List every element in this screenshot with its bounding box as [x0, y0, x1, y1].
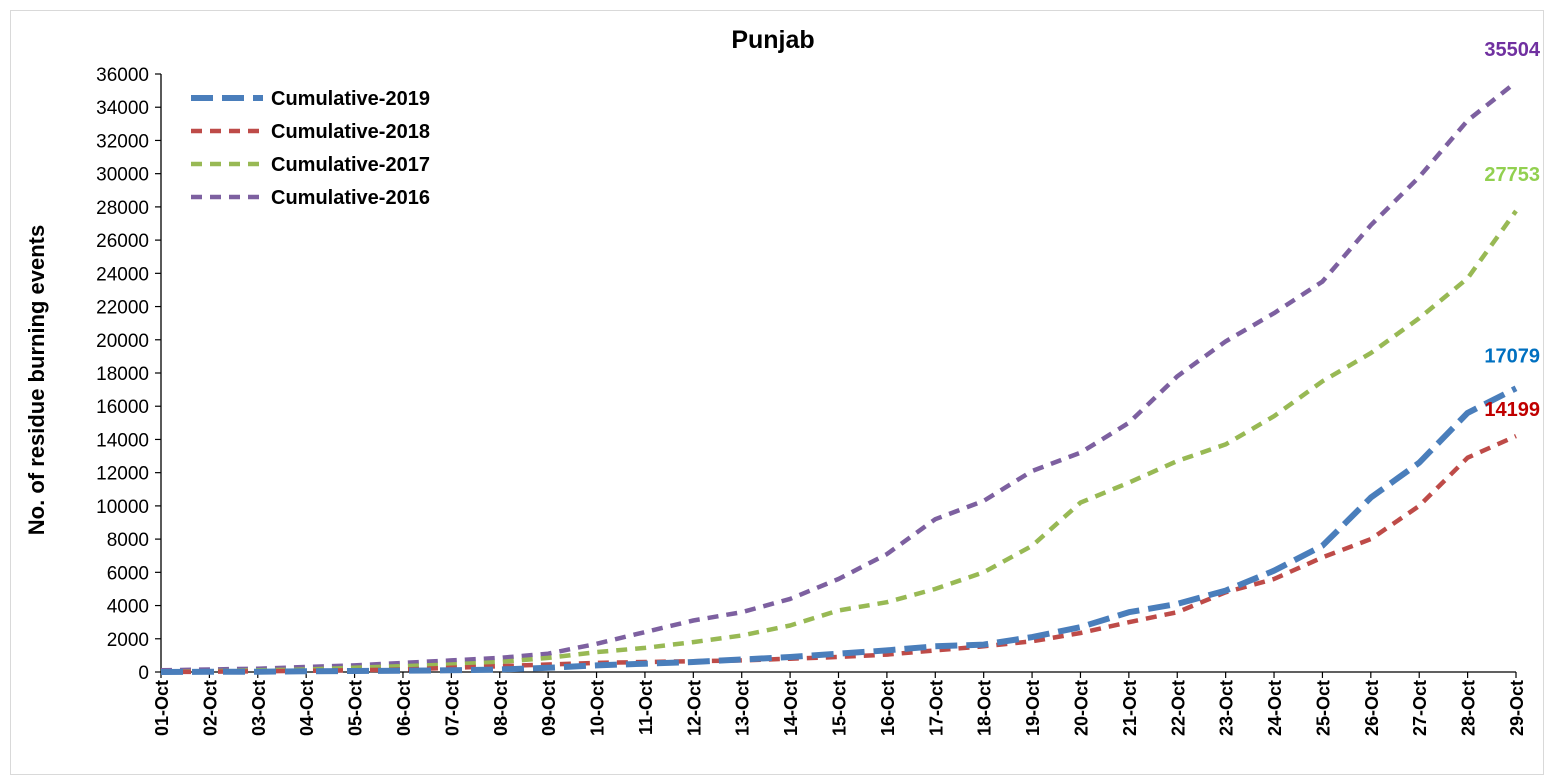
x-tick-label: 15-Oct [830, 680, 850, 736]
chart-title: Punjab [731, 26, 814, 54]
chart-frame [10, 10, 1544, 775]
x-tick-label: 02-Oct [200, 680, 220, 736]
x-tick-label: 14-Oct [781, 680, 801, 736]
legend-label: Cumulative-2018 [271, 121, 430, 143]
x-tick-label: 24-Oct [1265, 680, 1285, 736]
y-tick-label: 34000 [96, 98, 149, 119]
y-tick-label: 22000 [96, 298, 149, 319]
x-tick-label: 08-Oct [491, 680, 511, 736]
y-tick-label: 28000 [96, 198, 149, 219]
y-tick-label: 16000 [96, 397, 149, 418]
x-tick-label: 06-Oct [394, 680, 414, 736]
y-tick-label: 4000 [107, 597, 149, 618]
series-line [160, 434, 1517, 675]
series-line [160, 385, 1518, 675]
y-tick-label: 14000 [96, 430, 149, 451]
y-tick-label: 6000 [107, 563, 149, 584]
x-tick-label: 09-Oct [539, 680, 559, 736]
axes: 0 2000 4000 6000 8000 10000 12000 14000 16000 180… [96, 65, 1527, 736]
y-tick-label: 32000 [96, 131, 149, 152]
legend-label: Cumulative-2016 [271, 187, 430, 209]
x-tick-label: 17-Oct [926, 680, 946, 736]
x-tick-label: 05-Oct [346, 680, 366, 736]
y-axis-label: No. of residue burning events [24, 225, 49, 535]
x-tick-label: 29-Oct [1507, 680, 1527, 736]
x-tick-label: 10-Oct [588, 680, 608, 736]
y-tick-label: 2000 [107, 630, 149, 651]
legend-label: Cumulative-2019 [271, 88, 430, 110]
x-tick-label: 26-Oct [1362, 680, 1382, 736]
x-tick-label: 23-Oct [1217, 680, 1237, 736]
legend: Cumulative-2019 Cumulative-2018 Cumulative… [191, 88, 430, 209]
series-lines [160, 80, 1518, 675]
x-tick-label: 16-Oct [878, 680, 898, 736]
x-tick-label: 01-Oct [152, 680, 172, 736]
x-tick-label: 12-Oct [684, 680, 704, 736]
y-tick-label: 8000 [107, 530, 149, 551]
x-tick-label: 22-Oct [1168, 680, 1188, 736]
x-tick-label: 04-Oct [297, 680, 317, 736]
y-tick-label: 18000 [96, 364, 149, 385]
x-tick-label: 13-Oct [733, 680, 753, 736]
y-tick-label: 10000 [96, 497, 149, 518]
y-tick-label: 24000 [96, 264, 149, 285]
x-tick-label: 20-Oct [1071, 680, 1091, 736]
x-tick-label: 25-Oct [1313, 680, 1333, 736]
end-value-label: 35504 [1484, 39, 1540, 61]
x-tick-label: 18-Oct [975, 680, 995, 736]
y-tick-label: 30000 [96, 165, 149, 186]
x-tick-label: 28-Oct [1459, 680, 1479, 736]
y-tick-label: 26000 [96, 231, 149, 252]
end-value-label: 14199 [1484, 399, 1540, 421]
y-tick-label: 12000 [96, 464, 149, 485]
end-value-label: 17079 [1484, 345, 1540, 367]
series-line [160, 209, 1518, 675]
y-tick-label: 20000 [96, 331, 149, 352]
x-tick-label: 27-Oct [1410, 680, 1430, 736]
y-tick-label: 36000 [96, 65, 149, 86]
x-tick-label: 11-Oct [636, 680, 656, 735]
end-value-label: 27753 [1484, 164, 1540, 186]
x-tick-label: 19-Oct [1023, 680, 1043, 736]
x-tick-label: 07-Oct [442, 680, 462, 736]
legend-label: Cumulative-2017 [271, 154, 430, 176]
x-tick-label: 21-Oct [1120, 680, 1140, 736]
x-tick-label: 03-Oct [249, 680, 269, 736]
series-line [160, 80, 1518, 673]
end-labels: 17079 14199 27753 35504 [1484, 39, 1540, 421]
y-tick-label: 0 [138, 663, 149, 684]
